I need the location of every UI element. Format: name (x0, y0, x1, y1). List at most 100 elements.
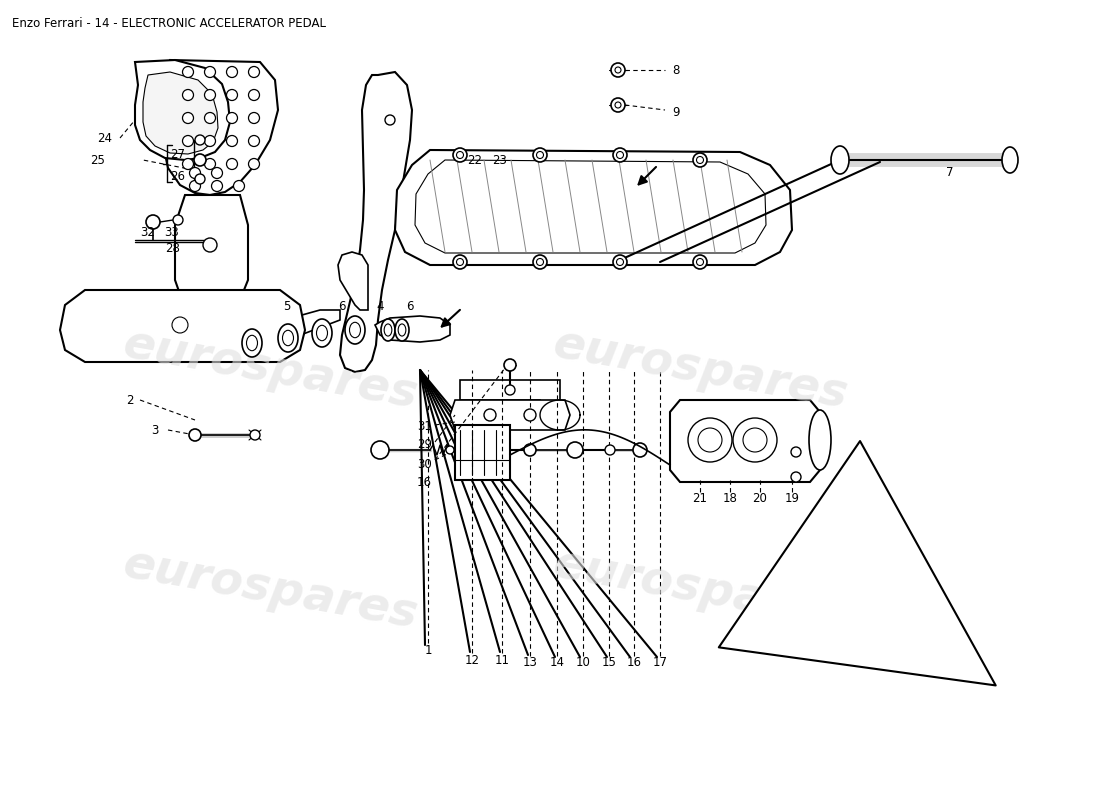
Circle shape (632, 443, 647, 457)
Polygon shape (450, 400, 570, 430)
Polygon shape (162, 60, 278, 195)
Text: 11: 11 (495, 654, 509, 666)
Ellipse shape (830, 146, 849, 174)
Circle shape (610, 98, 625, 112)
Circle shape (189, 181, 200, 191)
Circle shape (453, 148, 468, 162)
Text: 15: 15 (602, 657, 616, 670)
Circle shape (233, 181, 244, 191)
Circle shape (693, 255, 707, 269)
Circle shape (227, 158, 238, 170)
Polygon shape (670, 400, 820, 482)
Text: 16: 16 (627, 657, 641, 670)
Circle shape (173, 215, 183, 225)
Circle shape (194, 154, 206, 166)
Circle shape (249, 113, 260, 123)
Circle shape (453, 255, 468, 269)
Circle shape (183, 135, 194, 146)
Circle shape (791, 447, 801, 457)
Circle shape (205, 158, 216, 170)
Circle shape (537, 258, 543, 266)
Ellipse shape (312, 319, 332, 347)
Text: 27: 27 (170, 149, 185, 162)
Text: 5: 5 (284, 299, 290, 313)
Polygon shape (340, 72, 412, 372)
Ellipse shape (283, 330, 294, 346)
Circle shape (371, 441, 389, 459)
Circle shape (227, 135, 238, 146)
Circle shape (456, 151, 463, 158)
Ellipse shape (1002, 147, 1018, 173)
Polygon shape (415, 160, 766, 253)
Polygon shape (375, 316, 450, 342)
Text: 10: 10 (575, 657, 591, 670)
Circle shape (688, 418, 732, 462)
Circle shape (249, 158, 260, 170)
Circle shape (616, 258, 624, 266)
Circle shape (615, 67, 622, 73)
Circle shape (172, 317, 188, 333)
Ellipse shape (398, 324, 406, 336)
Circle shape (693, 153, 707, 167)
Ellipse shape (381, 319, 395, 341)
Text: 20: 20 (752, 491, 768, 505)
Circle shape (195, 174, 205, 184)
Circle shape (189, 167, 200, 178)
Text: 9: 9 (672, 106, 680, 118)
Circle shape (249, 66, 260, 78)
Bar (790, 455, 802, 470)
Circle shape (183, 158, 194, 170)
Text: 1: 1 (425, 643, 431, 657)
Ellipse shape (808, 410, 830, 470)
Circle shape (146, 215, 160, 229)
Text: 7: 7 (946, 166, 954, 178)
Text: 28: 28 (166, 242, 180, 254)
Ellipse shape (242, 329, 262, 357)
Text: 8: 8 (672, 63, 680, 77)
Ellipse shape (317, 326, 328, 341)
Text: 22: 22 (468, 154, 483, 166)
Circle shape (195, 135, 205, 145)
Polygon shape (338, 252, 368, 310)
Polygon shape (143, 72, 218, 154)
Polygon shape (220, 310, 340, 360)
Circle shape (205, 113, 216, 123)
Circle shape (524, 444, 536, 456)
Circle shape (613, 148, 627, 162)
Text: 25: 25 (90, 154, 104, 166)
Circle shape (613, 255, 627, 269)
Circle shape (227, 90, 238, 101)
Circle shape (534, 255, 547, 269)
Text: 6: 6 (406, 299, 414, 313)
Text: 17: 17 (652, 657, 668, 670)
Text: 19: 19 (784, 491, 800, 505)
Circle shape (537, 151, 543, 158)
Text: 24: 24 (98, 131, 112, 145)
Circle shape (616, 151, 624, 158)
Polygon shape (175, 195, 248, 310)
Circle shape (446, 446, 454, 454)
Circle shape (204, 238, 217, 252)
Text: Enzo Ferrari - 14 - ELECTRONIC ACCELERATOR PEDAL: Enzo Ferrari - 14 - ELECTRONIC ACCELERAT… (12, 17, 326, 30)
Text: eurospares: eurospares (549, 542, 851, 638)
Circle shape (524, 409, 536, 421)
Circle shape (605, 445, 615, 455)
Text: 32: 32 (141, 226, 155, 239)
Circle shape (211, 167, 222, 178)
Circle shape (183, 90, 194, 101)
Circle shape (385, 115, 395, 125)
Polygon shape (460, 380, 560, 420)
Circle shape (505, 385, 515, 395)
Text: 31: 31 (417, 421, 432, 434)
Circle shape (696, 258, 704, 266)
Text: 16: 16 (417, 477, 432, 490)
Circle shape (456, 258, 463, 266)
Text: 21: 21 (693, 491, 707, 505)
Circle shape (205, 90, 216, 101)
Circle shape (484, 409, 496, 421)
Text: 3: 3 (152, 423, 158, 437)
Ellipse shape (384, 324, 392, 336)
Text: 13: 13 (522, 657, 538, 670)
Ellipse shape (246, 335, 257, 350)
Text: eurospares: eurospares (119, 322, 421, 418)
